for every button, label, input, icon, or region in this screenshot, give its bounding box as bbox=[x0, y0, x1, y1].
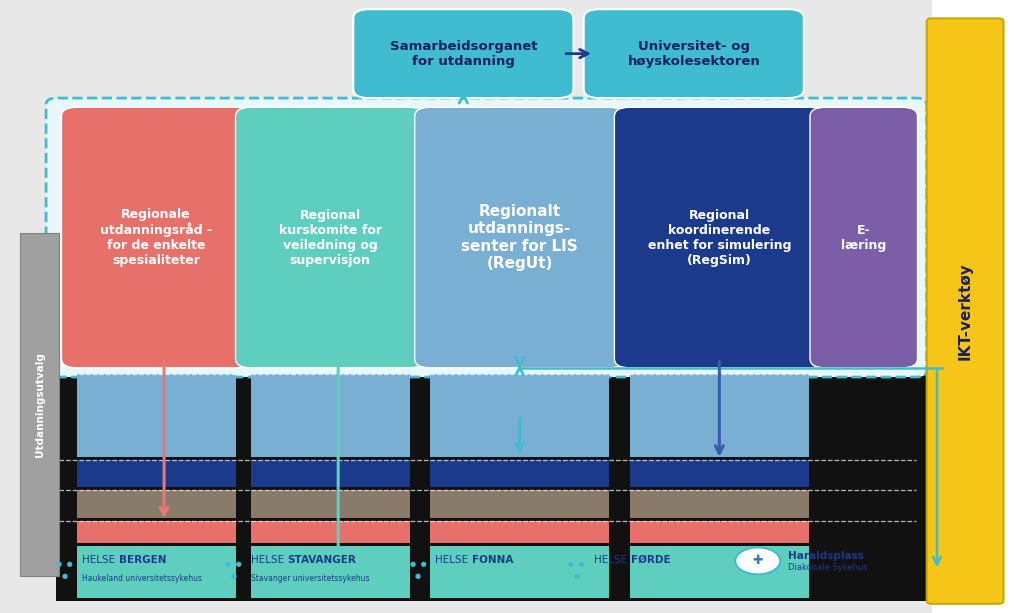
Text: Haukeland universitetssykehus: Haukeland universitetssykehus bbox=[82, 574, 202, 582]
Bar bbox=[630, 490, 809, 518]
Bar bbox=[251, 490, 410, 518]
Text: ●  ●: ● ● bbox=[410, 561, 426, 567]
Bar bbox=[430, 460, 609, 487]
Bar bbox=[251, 460, 410, 487]
FancyBboxPatch shape bbox=[614, 107, 824, 368]
FancyBboxPatch shape bbox=[236, 107, 425, 368]
FancyBboxPatch shape bbox=[61, 107, 251, 368]
Text: ●: ● bbox=[573, 573, 580, 579]
Text: HELSE: HELSE bbox=[435, 555, 472, 565]
Text: Stavanger universitetssykehus: Stavanger universitetssykehus bbox=[251, 574, 370, 582]
Text: Haraldsplass: Haraldsplass bbox=[788, 551, 864, 561]
Bar bbox=[77, 490, 236, 518]
Text: HELSE: HELSE bbox=[594, 555, 631, 565]
Text: ●  ●: ● ● bbox=[225, 561, 242, 567]
Text: ✚: ✚ bbox=[753, 554, 763, 568]
Bar bbox=[20, 233, 59, 576]
Bar bbox=[77, 374, 236, 457]
Bar bbox=[430, 521, 609, 543]
Bar bbox=[77, 460, 236, 487]
Bar bbox=[251, 546, 410, 598]
Text: STAVANGER: STAVANGER bbox=[288, 555, 356, 565]
Text: Regional
koordinerende
enhet for simulering
(RegSim): Regional koordinerende enhet for simuler… bbox=[647, 208, 792, 267]
Text: HELSE: HELSE bbox=[251, 555, 288, 565]
Text: E-
læring: E- læring bbox=[841, 224, 887, 251]
Bar bbox=[251, 374, 410, 457]
Bar bbox=[630, 374, 809, 457]
Text: HELSE: HELSE bbox=[82, 555, 119, 565]
Text: ●: ● bbox=[415, 573, 421, 579]
Text: Samarbeidsorganet
for utdanning: Samarbeidsorganet for utdanning bbox=[389, 40, 538, 67]
Bar bbox=[630, 460, 809, 487]
FancyBboxPatch shape bbox=[584, 9, 804, 98]
Text: ●  ●: ● ● bbox=[56, 561, 73, 567]
Circle shape bbox=[735, 547, 780, 574]
Text: Regional
kurskomite for
veiledning og
supervisjon: Regional kurskomite for veiledning og su… bbox=[279, 208, 382, 267]
Text: Regionalt
utdannings-
senter for LIS
(RegUt): Regionalt utdannings- senter for LIS (Re… bbox=[461, 204, 579, 271]
Bar bbox=[430, 374, 609, 457]
Text: ●: ● bbox=[230, 573, 237, 579]
Text: ●: ● bbox=[61, 573, 68, 579]
Bar bbox=[77, 546, 236, 598]
Bar bbox=[630, 521, 809, 543]
FancyBboxPatch shape bbox=[927, 18, 1004, 604]
Text: Universitet- og
høyskolesektoren: Universitet- og høyskolesektoren bbox=[628, 40, 760, 67]
FancyBboxPatch shape bbox=[46, 98, 927, 377]
Text: Utdanningsutvalg: Utdanningsutvalg bbox=[35, 352, 45, 457]
Bar bbox=[56, 359, 932, 601]
FancyBboxPatch shape bbox=[353, 9, 573, 98]
Bar bbox=[251, 521, 410, 543]
Bar bbox=[77, 521, 236, 543]
Bar bbox=[630, 546, 809, 598]
Bar bbox=[430, 490, 609, 518]
Text: ●  ●: ● ● bbox=[568, 561, 585, 567]
Text: FONNA: FONNA bbox=[472, 555, 513, 565]
Text: Regionale
utdanningsråd -
for de enkelte
spesialiteter: Regionale utdanningsråd - for de enkelte… bbox=[100, 208, 212, 267]
Text: BERGEN: BERGEN bbox=[119, 555, 166, 565]
Text: IKT-verktøy: IKT-verktøy bbox=[957, 262, 973, 360]
Bar bbox=[430, 546, 609, 598]
Text: Diakonale Sykehus: Diakonale Sykehus bbox=[788, 563, 868, 571]
FancyBboxPatch shape bbox=[810, 107, 918, 368]
Text: FØRDE: FØRDE bbox=[631, 555, 671, 565]
FancyBboxPatch shape bbox=[415, 107, 625, 368]
